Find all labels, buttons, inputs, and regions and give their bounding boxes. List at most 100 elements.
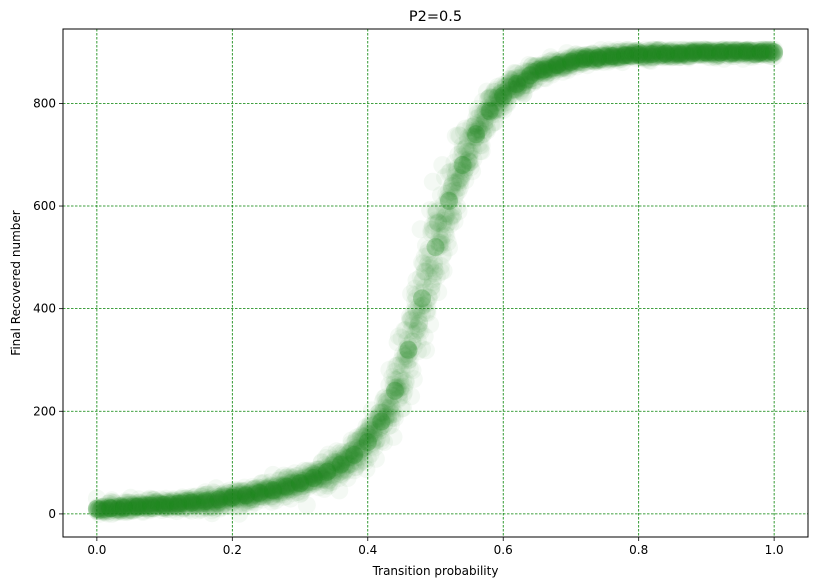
scatter-point	[324, 453, 343, 472]
scatter-point	[331, 462, 350, 481]
scatter-point	[605, 49, 624, 68]
scatter-point	[650, 40, 668, 59]
scatter-point	[407, 288, 426, 307]
scatter-point	[658, 44, 677, 63]
scatter-point	[308, 472, 327, 491]
scatter-point	[628, 42, 647, 61]
scatter-point	[158, 500, 177, 519]
scatter-point	[201, 493, 220, 512]
scatter-point	[402, 309, 421, 328]
scatter-point	[178, 495, 197, 513]
scatter-point	[660, 46, 679, 65]
scatter-point	[511, 71, 530, 90]
scatter-point	[505, 76, 524, 95]
scatter-point	[280, 480, 299, 499]
scatter-point	[246, 493, 265, 512]
scatter-point	[120, 501, 139, 520]
scatter-point	[582, 48, 601, 67]
scatter-point	[414, 270, 433, 289]
scatter-point	[108, 499, 127, 518]
scatter-point	[503, 74, 522, 93]
scatter-point	[579, 45, 598, 64]
scatter-point	[356, 452, 375, 471]
scatter-point	[166, 497, 185, 516]
scatter-point	[421, 245, 440, 264]
scatter-point	[453, 140, 472, 159]
grid	[63, 29, 808, 537]
scatter-point	[450, 126, 469, 145]
scatter-point	[423, 172, 442, 191]
scatter-point	[182, 501, 201, 520]
scatter-point	[89, 500, 108, 519]
scatter-point	[274, 483, 293, 501]
scatter-point	[253, 479, 272, 497]
scatter-point	[413, 304, 431, 323]
scatter-point	[667, 41, 686, 60]
scatter-point	[121, 498, 140, 517]
scatter-point	[627, 44, 645, 63]
scatter-point	[392, 377, 411, 396]
scatter-point	[327, 462, 346, 481]
scatter-point	[94, 502, 113, 521]
scatter-point	[387, 357, 406, 375]
scatter-point	[119, 496, 137, 515]
scatter-point	[650, 44, 668, 63]
scatter-point	[654, 41, 673, 60]
scatter-point	[446, 127, 465, 146]
scatter-point	[158, 491, 177, 510]
scatter-point	[318, 460, 337, 479]
scatter-point	[190, 495, 209, 514]
scatter-point	[234, 487, 253, 506]
scatter-point	[337, 460, 356, 478]
scatter-point	[625, 43, 644, 62]
scatter-point	[345, 461, 364, 480]
scatter-point	[654, 48, 673, 67]
scatter-point	[341, 455, 360, 474]
scatter-point	[603, 47, 622, 66]
scatter-point	[338, 461, 357, 480]
scatter-point	[606, 47, 625, 66]
scatter-point	[150, 495, 169, 514]
scatter-point	[369, 404, 388, 423]
scatter-point	[234, 481, 253, 500]
scatter-point	[301, 475, 320, 494]
scatter-point	[222, 488, 240, 507]
scatter-point	[219, 490, 238, 509]
scatter-point	[358, 421, 377, 440]
scatter-point	[632, 45, 651, 64]
scatter-point	[110, 497, 129, 516]
scatter-point	[174, 494, 193, 513]
scatter-point	[507, 73, 526, 92]
scatter-point	[571, 53, 590, 72]
scatter-point	[240, 488, 259, 507]
scatter-point	[220, 489, 239, 508]
scatter-point	[666, 46, 685, 65]
scatter-point	[281, 474, 300, 493]
scatter-point	[143, 494, 162, 512]
scatter-point	[651, 44, 670, 62]
scatter-point	[538, 58, 557, 77]
scatter-point	[524, 63, 542, 82]
scatter-point	[526, 62, 545, 81]
scatter-point	[165, 497, 184, 516]
scatter-point	[353, 437, 372, 456]
scatter-point	[494, 78, 513, 97]
scatter-point	[138, 495, 156, 514]
scatter-point	[643, 40, 662, 59]
scatter-point	[427, 267, 446, 286]
scatter-point	[276, 471, 295, 489]
scatter-point	[326, 450, 345, 469]
scatter-point	[643, 45, 662, 64]
scatter-point	[217, 496, 236, 515]
scatter-point	[193, 487, 212, 506]
scatter-point	[135, 499, 154, 518]
scatter-point	[408, 317, 427, 336]
scatter-point	[109, 497, 128, 516]
scatter-point	[407, 271, 426, 290]
scatter-point	[90, 498, 109, 517]
scatter-point	[319, 461, 338, 480]
scatter-point	[563, 54, 582, 73]
scatter-point	[448, 158, 467, 177]
scatter-point	[608, 46, 626, 65]
scatter-point	[483, 105, 502, 124]
